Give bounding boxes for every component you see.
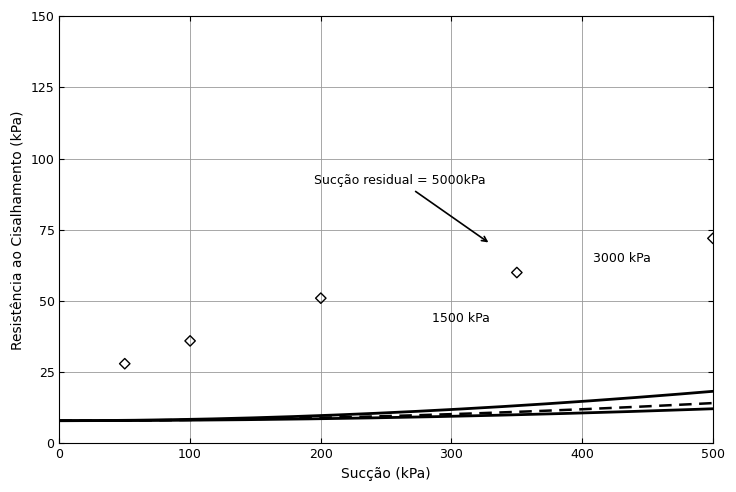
X-axis label: Sucção (kPa): Sucção (kPa) — [342, 467, 431, 481]
Point — [184, 337, 196, 345]
Text: Sucção residual = 5000kPa: Sucção residual = 5000kPa — [314, 174, 487, 242]
Y-axis label: Resistência ao Cisalhamento (kPa): Resistência ao Cisalhamento (kPa) — [11, 110, 25, 349]
Point — [315, 294, 327, 302]
Point — [118, 360, 130, 368]
Point — [511, 269, 523, 277]
Text: 3000 kPa: 3000 kPa — [592, 252, 651, 265]
Point — [707, 234, 719, 242]
Text: 1500 kPa: 1500 kPa — [432, 311, 489, 325]
